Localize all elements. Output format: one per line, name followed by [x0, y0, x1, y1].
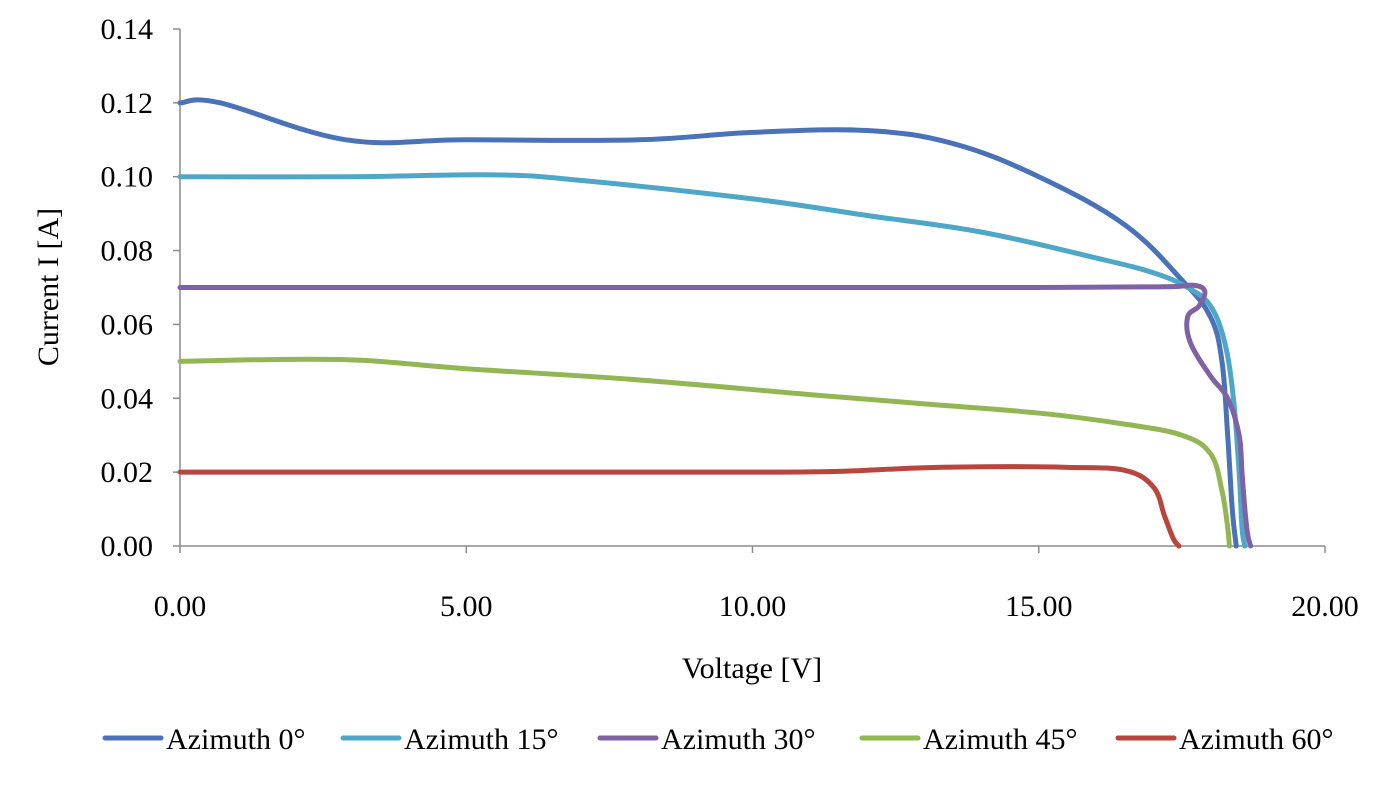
legend: Azimuth 0° Azimuth 15° Azimuth 30° Azimuth … [102, 723, 1333, 756]
y-tick-label: 0.08 [101, 235, 154, 268]
x-tick-label: 15.00 [1005, 590, 1073, 623]
series-line-3 [177, 356, 1232, 549]
y-tick-label: 0.12 [101, 87, 154, 120]
y-tick-label: 0.00 [101, 530, 154, 563]
y-axis-title: Current I [A] [32, 208, 65, 366]
legend-entry: Azimuth 15° [340, 723, 558, 756]
series-lines [177, 97, 1254, 549]
legend-entry: Azimuth 0° [102, 723, 305, 756]
x-tick-label: 5.00 [440, 590, 493, 623]
y-tick-label: 0.04 [101, 382, 154, 415]
legend-entry: Azimuth 45° [859, 723, 1077, 756]
series-line-4 [177, 464, 1182, 549]
legend-entry: Azimuth 30° [597, 723, 815, 756]
axes: 0.00 0.02 0.04 0.06 0.08 0.10 0.12 0.14 0.00 5.00… [101, 13, 1359, 623]
x-tick-label: 10.00 [719, 590, 787, 623]
x-tick-label: 20.00 [1291, 590, 1359, 623]
series-line-2 [177, 282, 1254, 549]
y-tick-label: 0.14 [101, 13, 154, 46]
legend-label: Azimuth 60° [1179, 723, 1333, 756]
y-tick-label: 0.06 [101, 308, 154, 341]
series-line-0 [177, 97, 1239, 549]
legend-label: Azimuth 30° [661, 723, 815, 756]
legend-label: Azimuth 0° [166, 723, 305, 756]
y-tick-label: 0.02 [101, 456, 154, 489]
legend-label: Azimuth 45° [923, 723, 1077, 756]
x-tick-label: 0.00 [154, 590, 207, 623]
x-axis-title: Voltage [V] [682, 652, 822, 685]
legend-entry: Azimuth 60° [1115, 723, 1333, 756]
y-tick-label: 0.10 [101, 161, 154, 194]
legend-label: Azimuth 15° [404, 723, 558, 756]
series-line-1 [177, 172, 1248, 549]
